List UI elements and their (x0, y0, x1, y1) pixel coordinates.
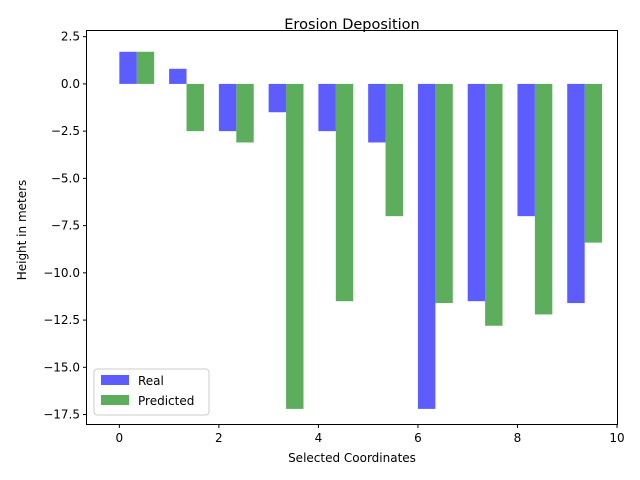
y-tick-label-6: −12.5 (43, 313, 80, 327)
x-tick-label-8: 8 (514, 431, 522, 445)
bar-predicted-6 (435, 83, 453, 304)
bar-predicted-2 (236, 83, 254, 143)
plot-frame (86, 30, 618, 425)
bar-real-6 (417, 83, 436, 409)
x-tick-label-0: 0 (116, 431, 124, 445)
bar-real-2 (218, 83, 237, 132)
bar-predicted-0 (136, 51, 155, 84)
y-tick-label-2: −2.5 (51, 124, 80, 138)
bar-predicted-7 (485, 83, 503, 326)
bars-group (119, 51, 603, 409)
bar-real-7 (467, 83, 486, 302)
bar-real-1 (169, 68, 187, 84)
y-tick-label-4: −7.5 (51, 219, 80, 233)
bar-real-0 (119, 51, 137, 84)
bar-real-5 (368, 83, 386, 143)
x-axis-label: Selected Coordinates (288, 451, 416, 465)
chart-title: Erosion Deposition (284, 17, 419, 33)
bar-real-3 (268, 83, 287, 113)
y-axis: 2.5 0.0 −2.5 −5.0 −7.5 −10.0 −12.5 −15.0 −17.5 (43, 30, 87, 422)
y-tick-label-0: 2.5 (61, 30, 80, 44)
bar-real-8 (517, 83, 535, 217)
x-tick-label-4: 4 (315, 431, 323, 445)
bar-predicted-5 (385, 83, 404, 217)
y-tick-label-1: 0.0 (61, 77, 80, 91)
y-tick-label-3: −5.0 (51, 171, 80, 185)
bar-real-9 (567, 83, 585, 304)
x-axis: 0 2 4 6 8 10 (116, 424, 625, 445)
bar-real-4 (318, 83, 336, 132)
x-tick-label-10: 10 (609, 431, 624, 445)
y-tick-label-8: −17.5 (43, 408, 80, 422)
bar-predicted-8 (534, 83, 553, 315)
legend-label-predicted: Predicted (138, 394, 194, 408)
bar-predicted-4 (335, 83, 354, 302)
y-tick-label-5: −10.0 (43, 266, 80, 280)
bar-predicted-9 (584, 83, 603, 243)
legend: Real Predicted (93, 368, 210, 416)
x-tick-label-2: 2 (215, 431, 223, 445)
legend-label-real: Real (138, 374, 164, 388)
legend-swatch-real (101, 375, 129, 385)
legend-swatch-predicted (101, 395, 129, 405)
x-tick-label-6: 6 (414, 431, 422, 445)
bar-predicted-3 (286, 83, 304, 409)
y-tick-label-7: −15.0 (43, 360, 80, 374)
y-axis-label: Height in meters (15, 180, 29, 281)
bar-predicted-1 (186, 83, 204, 132)
